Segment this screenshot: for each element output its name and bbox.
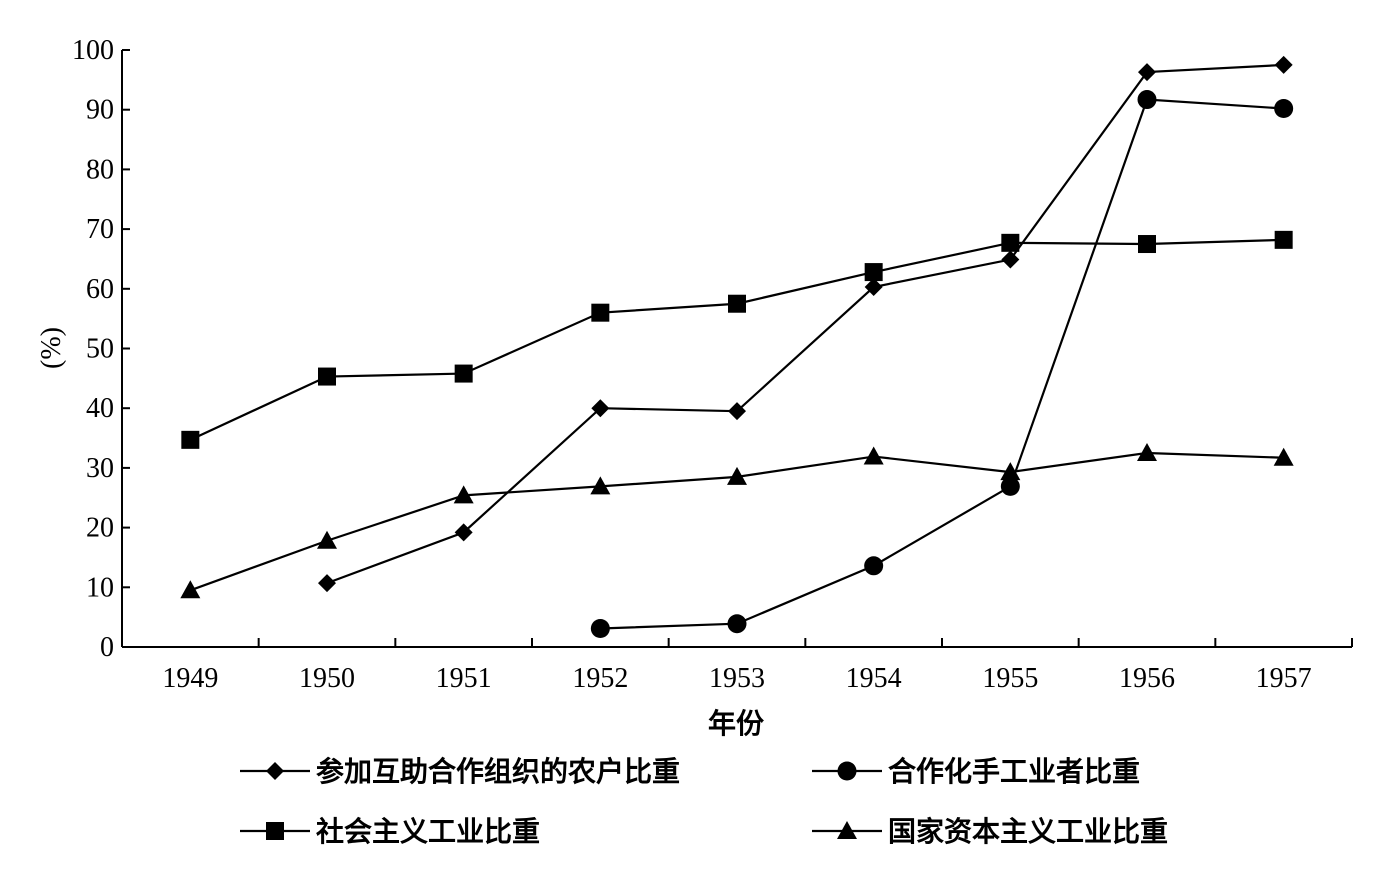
data-point-triangle — [863, 446, 884, 465]
y-tick-label: 100 — [72, 35, 114, 66]
y-axis-label: (%) — [36, 327, 67, 369]
legend-item: 合作化手工业者比重 — [812, 755, 1140, 788]
legend-label: 社会主义工业比重 — [316, 815, 540, 848]
data-point-circle — [590, 618, 610, 638]
y-tick-label: 60 — [86, 274, 114, 305]
legend-label: 合作化手工业者比重 — [888, 755, 1140, 788]
data-point-circle — [727, 614, 747, 634]
data-point-diamond — [728, 402, 746, 421]
legend-marker-triangle — [837, 821, 857, 839]
y-tick-label: 10 — [86, 572, 114, 603]
series-triangle — [180, 442, 1294, 599]
legend-item: 参加互助合作组织的农户比重 — [240, 755, 680, 788]
y-tick-label: 40 — [86, 393, 114, 424]
legend-marker-square — [266, 822, 284, 840]
chart-axes — [121, 50, 1352, 648]
x-axis-ticks: 1949 1950 1951 1952 1953 1954 1955 1956 1957 — [162, 638, 1353, 694]
x-axis-label: 年份 — [708, 707, 764, 740]
data-point-diamond — [454, 523, 473, 542]
data-point-square — [454, 364, 473, 383]
y-tick-label: 50 — [86, 334, 114, 365]
data-point-square — [728, 294, 746, 313]
data-point-square — [318, 367, 336, 386]
x-tick-label: 1955 — [982, 663, 1038, 694]
data-point-square — [591, 303, 610, 322]
legend-label: 参加互助合作组织的农户比重 — [316, 755, 680, 788]
series-line — [600, 98, 1284, 630]
y-tick-label: 90 — [86, 95, 114, 126]
legend-item: 社会主义工业比重 — [240, 815, 540, 848]
series-square — [181, 230, 1293, 449]
x-tick-label: 1950 — [299, 663, 355, 694]
data-point-diamond — [318, 574, 336, 593]
series-diamond — [318, 55, 1293, 593]
data-point-diamond — [1274, 55, 1293, 74]
data-point-triangle — [1000, 462, 1021, 481]
data-point-circle — [1000, 476, 1020, 496]
data-point-triangle — [1273, 447, 1294, 466]
x-tick-label: 1957 — [1256, 663, 1312, 694]
legend-item: 国家资本主义工业比重 — [812, 815, 1168, 848]
y-tick-label: 20 — [86, 513, 114, 544]
y-tick-label: 30 — [86, 453, 114, 484]
series-line — [326, 63, 1284, 585]
data-point-triangle — [317, 530, 337, 549]
data-point-square — [181, 430, 200, 449]
data-point-triangle — [1137, 442, 1157, 461]
data-point-square — [1001, 233, 1020, 252]
x-tick-label: 1954 — [846, 663, 902, 694]
data-point-circle — [1274, 99, 1294, 119]
legend-marker-circle — [837, 761, 857, 781]
y-tick-label: 80 — [86, 154, 114, 185]
y-tick-label: 0 — [100, 632, 114, 663]
data-point-circle — [864, 556, 884, 576]
data-point-triangle — [180, 580, 201, 599]
data-point-diamond — [864, 278, 883, 297]
x-tick-label: 1953 — [709, 663, 765, 694]
x-tick-label: 1949 — [162, 663, 218, 694]
y-axis-ticks: 0 10 20 30 40 50 60 70 80 90 100 — [72, 35, 130, 663]
x-tick-label: 1952 — [572, 663, 628, 694]
data-point-diamond — [1138, 63, 1156, 82]
data-point-triangle — [453, 485, 474, 504]
data-point-square — [864, 263, 883, 282]
data-point-diamond — [591, 399, 610, 418]
y-tick-label: 70 — [86, 214, 114, 245]
legend-label: 国家资本主义工业比重 — [888, 815, 1168, 848]
data-point-diamond — [1001, 250, 1020, 269]
data-point-square — [1274, 230, 1293, 249]
data-point-triangle — [590, 476, 611, 495]
data-point-triangle — [727, 466, 747, 485]
legend-marker-diamond — [266, 762, 284, 780]
x-tick-label: 1956 — [1119, 663, 1175, 694]
series-layer — [180, 55, 1294, 638]
data-point-square — [1138, 235, 1156, 254]
data-point-circle — [1137, 90, 1157, 110]
x-tick-label: 1951 — [436, 663, 492, 694]
series-circle — [590, 90, 1294, 638]
